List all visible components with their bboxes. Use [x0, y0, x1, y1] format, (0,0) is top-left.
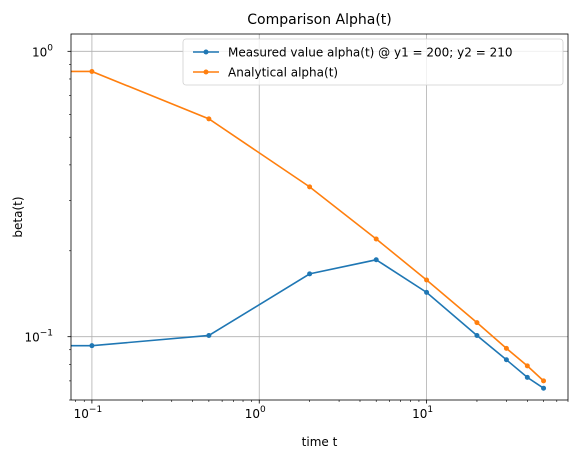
y-tick-label: 10−1: [24, 329, 53, 345]
chart-title: Comparison Alpha(t): [247, 12, 392, 28]
data-point: [424, 289, 430, 295]
y-tick-label: 100: [32, 43, 53, 59]
legend: Measured value alpha(t) @ y1 = 200; y2 =…: [182, 38, 564, 86]
legend-marker: [203, 49, 209, 55]
data-point: [206, 116, 212, 122]
data-point: [307, 271, 313, 277]
legend-label: Analytical alpha(t): [228, 66, 338, 80]
data-point: [503, 345, 509, 351]
y-axis-label: beta(t): [11, 196, 25, 237]
x-tick-label: 100: [245, 405, 266, 421]
data-point: [373, 236, 379, 242]
series-2: [71, 68, 547, 384]
plot-area-frame: [70, 33, 569, 401]
data-point: [474, 320, 480, 326]
axis-ticks: 10−1 100 101 10−1 100: [24, 43, 569, 421]
data-point: [541, 378, 547, 384]
data-point: [524, 363, 530, 369]
x-axis-label: time t: [302, 435, 338, 449]
data-point: [373, 257, 379, 263]
series-line: [71, 258, 544, 389]
data-point: [474, 332, 480, 338]
data-point: [307, 184, 313, 190]
data-point: [89, 68, 95, 74]
series-1: [71, 257, 547, 391]
legend-marker: [203, 69, 209, 75]
data-point: [424, 277, 430, 283]
data-point: [503, 357, 509, 363]
data-point: [524, 374, 530, 380]
series-line: [71, 70, 545, 382]
legend-label: Measured value alpha(t) @ y1 = 200; y2 =…: [228, 46, 513, 60]
legend-box: [182, 38, 564, 86]
series-group: [71, 68, 547, 391]
legend-item: Analytical alpha(t): [193, 66, 338, 80]
data-point: [206, 332, 212, 338]
legend-item: Measured value alpha(t) @ y1 = 200; y2 =…: [193, 46, 513, 60]
x-tick-label: 10−1: [74, 405, 103, 421]
x-tick-label: 101: [412, 405, 433, 421]
data-point: [541, 385, 547, 391]
data-point: [89, 343, 95, 349]
